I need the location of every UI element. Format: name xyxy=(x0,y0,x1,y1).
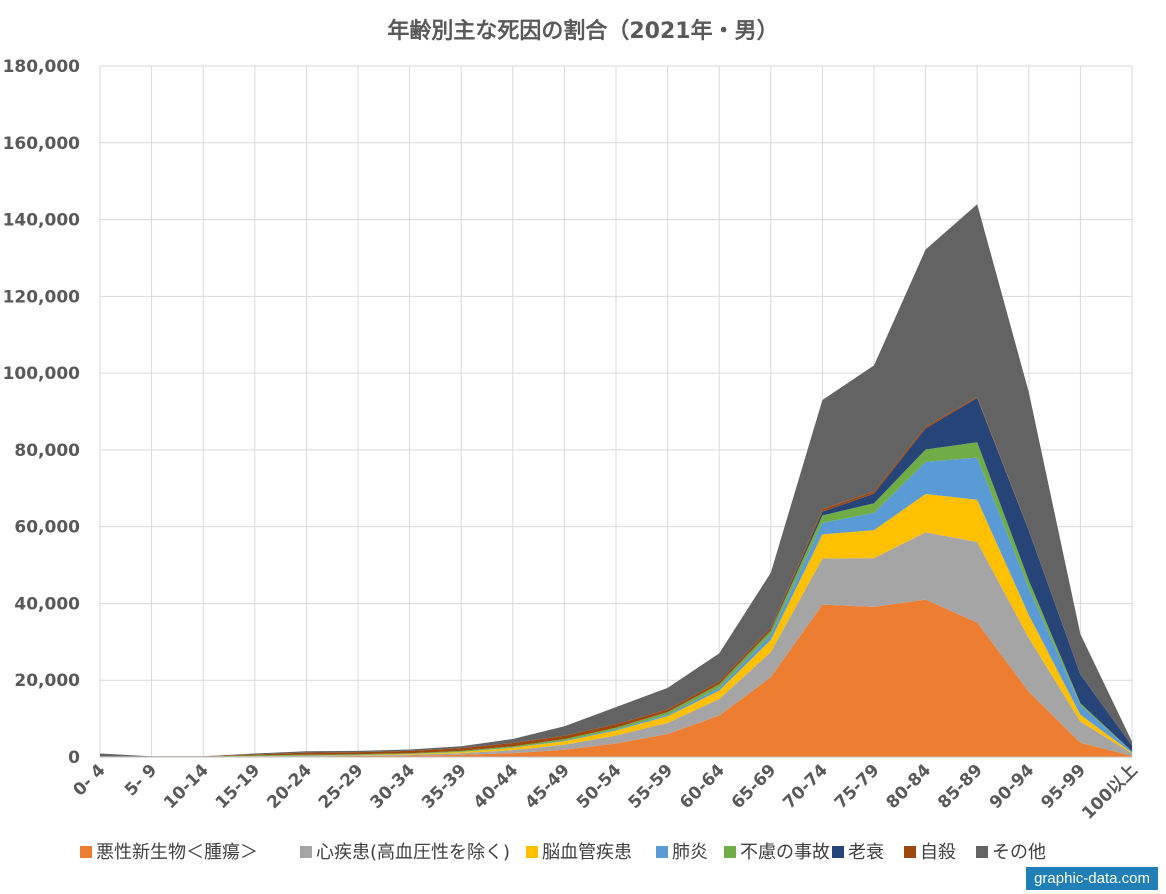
x-tick-label-10: 50-54 xyxy=(573,760,626,813)
x-axis-tick-labels: 0- 4 5- 9 10-14 15-19 20-24 25-29 30-34 35-39 40… xyxy=(69,760,1141,823)
watermark-logo: graphic-data.com xyxy=(1026,867,1158,890)
x-tick-label-4: 20-24 xyxy=(263,760,316,813)
legend-label-4: 不慮の事故 xyxy=(740,842,830,863)
x-tick-label-14: 70-74 xyxy=(779,760,832,813)
x-tick-label-8: 40-44 xyxy=(470,760,523,813)
legend-swatch-2 xyxy=(526,846,538,858)
legend-swatch-4 xyxy=(724,846,736,858)
y-tick-label-3: 60,000 xyxy=(14,518,80,538)
x-tick-label-1: 5- 9 xyxy=(121,760,161,800)
y-axis-tick-labels: 0 20,000 40,000 60,000 80,000 100,000 120,000 1… xyxy=(3,57,81,768)
x-tick-label-9: 45-49 xyxy=(521,760,574,813)
legend-label-1: 心疾患(高血圧性を除く) xyxy=(316,842,510,863)
legend-swatch-3 xyxy=(656,846,668,858)
y-tick-label-6: 120,000 xyxy=(3,287,81,307)
x-tick-label-12: 60-64 xyxy=(676,760,729,813)
x-tick-label-7: 35-39 xyxy=(418,760,471,813)
y-tick-label-9: 180,000 xyxy=(3,57,81,77)
x-tick-label-2: 10-14 xyxy=(160,760,213,813)
x-tick-label-18: 90-94 xyxy=(986,760,1039,813)
x-tick-label-3: 15-19 xyxy=(212,760,265,813)
legend-swatch-5 xyxy=(832,846,844,858)
legend-swatch-7 xyxy=(976,846,988,858)
legend-label-3: 肺炎 xyxy=(672,842,708,863)
y-tick-label-0: 0 xyxy=(68,748,80,768)
x-tick-label-11: 55-59 xyxy=(625,760,678,813)
x-tick-label-15: 75-79 xyxy=(831,760,884,813)
legend: 悪性新生物＜腫瘍＞ 心疾患(高血圧性を除く) 脳血管疾患 肺炎 不慮の事故 老衰 自殺 その他 xyxy=(80,842,1046,863)
chart-title: 年齢別主な死因の割合（2021年・男） xyxy=(387,18,778,44)
area-series xyxy=(100,204,1132,758)
x-tick-label-6: 30-34 xyxy=(367,760,420,813)
x-tick-label-13: 65-69 xyxy=(728,760,781,813)
legend-label-2: 脳血管疾患 xyxy=(542,842,632,863)
area-series-1 xyxy=(100,532,1132,757)
x-tick-label-5: 25-29 xyxy=(315,760,368,813)
area-series-0 xyxy=(100,599,1132,757)
legend-swatch-1 xyxy=(300,846,312,858)
y-tick-label-7: 140,000 xyxy=(3,211,81,231)
y-tick-label-1: 20,000 xyxy=(14,671,80,691)
y-tick-label-8: 160,000 xyxy=(3,134,81,154)
y-tick-label-4: 80,000 xyxy=(14,441,80,461)
x-tick-label-17: 85-89 xyxy=(934,760,987,813)
y-tick-label-5: 100,000 xyxy=(3,364,81,384)
legend-swatch-6 xyxy=(904,846,916,858)
x-tick-label-20: 100以上 xyxy=(1078,760,1141,823)
legend-label-7: その他 xyxy=(992,842,1046,863)
legend-label-6: 自殺 xyxy=(920,842,956,863)
legend-label-0: 悪性新生物＜腫瘍＞ xyxy=(96,842,258,863)
y-tick-label-2: 40,000 xyxy=(14,594,80,614)
x-tick-label-16: 80-84 xyxy=(883,760,936,813)
legend-label-5: 老衰 xyxy=(848,842,884,863)
legend-swatch-0 xyxy=(80,846,92,858)
